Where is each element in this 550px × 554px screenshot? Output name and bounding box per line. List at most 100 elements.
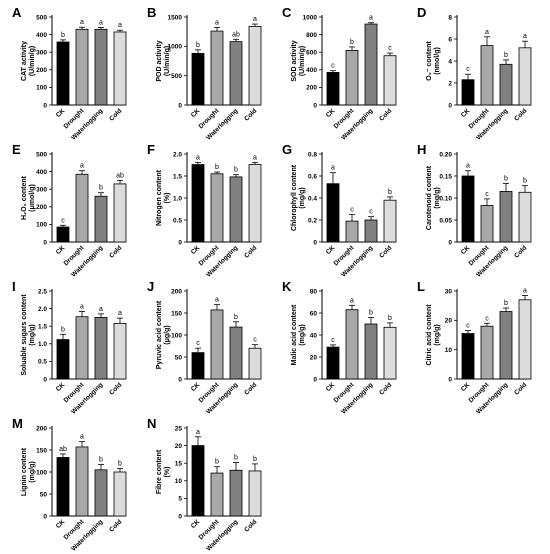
y-tick-label: 0.15	[439, 173, 452, 180]
y-tick-label: 200	[36, 204, 47, 211]
y-tick-label: 0.5	[173, 217, 182, 224]
significance-letter: a	[523, 287, 527, 294]
y-axis-label: Malic acid content(mg/g)	[291, 304, 306, 365]
x-category-label: Cold	[378, 107, 393, 122]
significance-letter: a	[80, 303, 84, 310]
bar-ck	[326, 183, 340, 243]
y-tick-label: 1500	[168, 14, 183, 21]
bar-drought	[75, 173, 89, 243]
panel-A: A CAT activity(U/min/g) 0 100 200 300 400 500 b C…	[12, 5, 127, 142]
x-category-label: CK	[460, 107, 472, 119]
x-category-label: CK	[55, 107, 67, 119]
y-tick-label: 0	[448, 376, 452, 383]
significance-letter: b	[388, 315, 392, 322]
x-category-label: CK	[55, 244, 67, 256]
panel-label: J	[147, 279, 154, 294]
bar-ck	[191, 52, 205, 106]
y-axis-label: Chlorophyll content(mg/g)	[291, 164, 306, 231]
x-category-label: CK	[460, 381, 472, 393]
significance-letter: a	[485, 29, 489, 36]
significance-letter: c	[485, 315, 489, 322]
panel-label: N	[147, 416, 156, 431]
bar-cold	[248, 470, 262, 517]
bar-waterlogging	[499, 191, 513, 243]
y-axis-label: Fibre content(%)	[156, 449, 171, 494]
y-tick-label: 5	[178, 496, 182, 503]
y-tick-label: 100	[36, 469, 47, 476]
y-tick-label: 2.0	[38, 306, 47, 313]
panel-C: C SOD activity(U/min/g) 0 200 400 600 800 1000 c…	[282, 5, 397, 142]
significance-letter: a	[369, 15, 373, 22]
significance-letter: c	[466, 66, 470, 73]
significance-letter: b	[234, 314, 238, 321]
significance-letter: a	[331, 165, 335, 172]
significance-letter: c	[350, 207, 354, 214]
significance-letter: b	[234, 167, 238, 174]
significance-letter: ab	[116, 172, 124, 179]
x-category-label: CK	[325, 107, 337, 119]
significance-letter: a	[196, 154, 200, 161]
panel-label: E	[12, 142, 21, 157]
y-tick-label: 0.2	[308, 217, 317, 224]
significance-letter: b	[504, 175, 508, 182]
y-axis-label: Lignin content(mg/g)	[21, 447, 36, 496]
x-category-label: CK	[325, 381, 337, 393]
y-tick-label: 0	[178, 376, 182, 383]
y-tick-label: 150	[171, 310, 182, 317]
y-tick-label: 2.0	[173, 151, 182, 158]
x-category-label: Cold	[378, 381, 393, 396]
bar-cold	[248, 25, 262, 106]
y-tick-label: 300	[36, 187, 47, 194]
y-tick-label: 600	[306, 50, 317, 57]
y-tick-label: 0	[313, 376, 317, 383]
significance-letter: b	[215, 459, 219, 466]
bar-waterlogging	[229, 326, 243, 380]
y-tick-label: 10	[445, 347, 453, 354]
bar-ck	[56, 339, 70, 380]
bar-cold	[113, 31, 127, 106]
y-tick-label: 80	[310, 288, 318, 295]
bar-drought	[210, 472, 224, 517]
bar-waterlogging	[94, 469, 108, 517]
bar-ck	[56, 457, 70, 517]
y-tick-label: 400	[306, 67, 317, 74]
y-tick-label: 800	[306, 32, 317, 39]
significance-letter: b	[369, 309, 373, 316]
bar-cold	[113, 471, 127, 517]
y-axis-label: CAT activity(U/min/g)	[21, 41, 36, 81]
bar-waterlogging	[229, 41, 243, 106]
y-tick-label: 20	[175, 443, 183, 450]
bar-ck	[461, 333, 475, 380]
x-category-label: Cold	[513, 107, 528, 122]
panel-label: K	[282, 279, 292, 294]
y-axis-label: Pyruvic acid content(μg/g)	[156, 300, 171, 369]
x-category-label: Cold	[108, 244, 123, 259]
y-tick-label: 4	[448, 58, 452, 65]
y-axis-label: Nitrogen content(%)	[156, 169, 171, 226]
y-tick-label: 0	[313, 102, 317, 109]
significance-letter: c	[369, 209, 373, 216]
significance-letter: a	[350, 297, 354, 304]
y-tick-label: 100	[171, 332, 182, 339]
bar-drought	[210, 309, 224, 380]
bar-cold	[518, 191, 532, 243]
y-tick-label: 8	[448, 14, 452, 21]
y-tick-label: 1.5	[173, 173, 182, 180]
bar-drought	[75, 316, 89, 380]
y-tick-label: 0	[43, 376, 47, 383]
bar-ck	[326, 346, 340, 380]
x-category-label: CK	[460, 244, 472, 256]
y-tick-label: 1000	[303, 14, 318, 21]
significance-letter: a	[523, 33, 527, 40]
y-tick-label: 1.0	[38, 341, 47, 348]
bar-drought	[480, 325, 494, 380]
panel-label: M	[12, 416, 23, 431]
y-axis-label: SOD activity(U/min/g)	[291, 40, 306, 81]
bar-drought	[75, 446, 89, 517]
x-category-label: CK	[55, 518, 67, 530]
significance-letter: a	[80, 434, 84, 441]
panel-I: I Soluable sugars content(mg/g) 0 0.5 1.0 1.5…	[12, 279, 127, 416]
bar-cold	[383, 326, 397, 380]
bar-drought	[480, 45, 494, 106]
